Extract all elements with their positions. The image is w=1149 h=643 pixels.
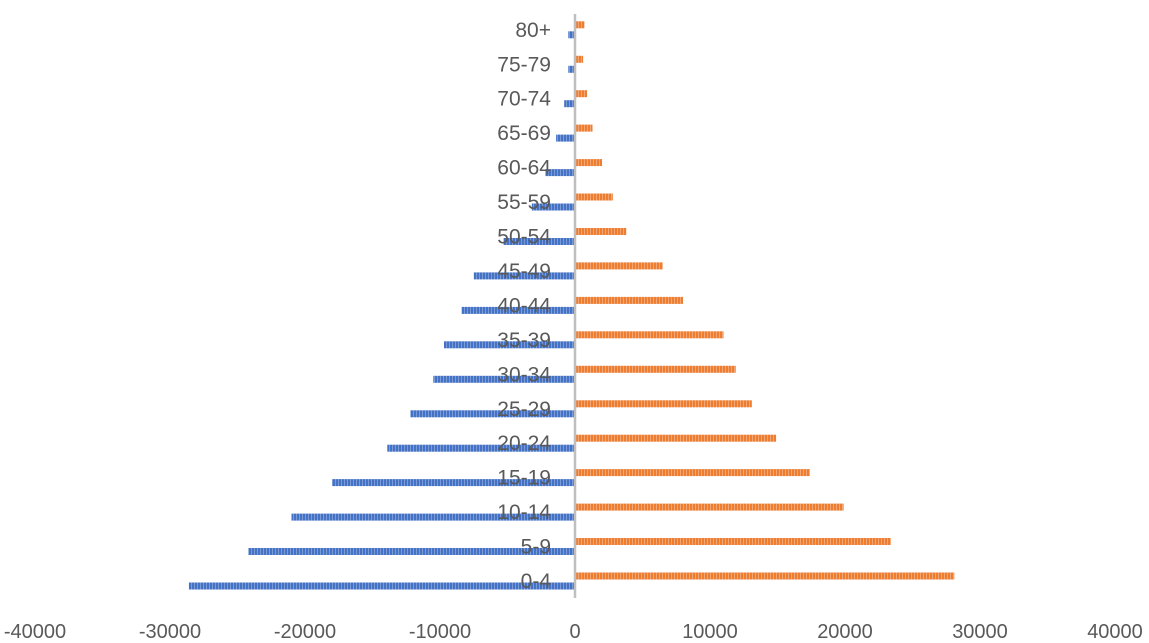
category-label: 30-34: [497, 363, 551, 386]
category-label: 20-24: [497, 432, 551, 455]
bar-series-1-0-4: [188, 582, 575, 590]
category-label: 60-64: [497, 157, 551, 180]
x-tick-label: 40000: [1087, 621, 1143, 643]
bar-series-1-20-24: [387, 444, 575, 452]
bar-series-2-10-14: [575, 503, 844, 511]
bar-series-2-5-9: [575, 538, 891, 545]
bar-series-2-65-69: [575, 124, 593, 132]
category-label: 65-69: [497, 122, 551, 145]
x-tick-label: -40000: [4, 621, 66, 643]
category-label: 0-4: [521, 570, 552, 593]
bar-series-2-70-74: [575, 90, 588, 98]
bar-series-1-5-9: [248, 548, 576, 555]
category-label: 15-19: [497, 467, 551, 490]
category-labels: 0-4 5-9 10-14 15-19 20-24 25-29 30-34 35-39 40-4…: [497, 19, 551, 593]
bar-series-1-45-49: [473, 272, 576, 280]
bar-series-2-50-54: [575, 228, 627, 235]
category-label: 45-49: [497, 260, 551, 283]
x-tick-label: 30000: [952, 621, 1008, 643]
category-label: 5-9: [521, 536, 551, 559]
bar-series-1-15-19: [332, 479, 575, 487]
bar-series-2-25-29: [575, 400, 752, 408]
category-label: 55-59: [497, 191, 551, 214]
bar-series-1-65-69: [556, 134, 575, 142]
category-label: 35-39: [497, 329, 551, 352]
bar-series-2-20-24: [575, 434, 777, 442]
bar-series-2-35-39: [575, 331, 724, 339]
bar-series-1-80+: [568, 31, 576, 39]
bars-layer: [188, 21, 955, 590]
bar-series-1-60-64: [545, 169, 575, 177]
bar-series-2-75-79: [575, 55, 584, 63]
bar-series-2-0-4: [575, 572, 955, 580]
category-label: 25-29: [497, 398, 551, 421]
x-tick-label: 20000: [817, 621, 873, 643]
category-label: 70-74: [497, 88, 551, 111]
category-label: 10-14: [497, 501, 551, 524]
x-tick-label: 0: [569, 621, 580, 643]
x-tick-label: 10000: [682, 621, 738, 643]
bar-series-1-25-29: [410, 410, 575, 418]
category-label: 75-79: [497, 53, 551, 76]
bar-series-1-70-74: [564, 100, 575, 108]
bar-series-2-55-59: [575, 193, 613, 201]
bar-series-1-55-59: [531, 203, 575, 211]
bar-series-1-30-34: [433, 375, 576, 383]
bar-series-1-50-54: [503, 238, 575, 245]
x-tick-label: -20000: [274, 621, 336, 643]
category-label: 50-54: [497, 226, 551, 249]
bar-series-1-75-79: [568, 65, 576, 73]
bar-series-2-60-64: [575, 159, 602, 167]
bar-series-2-30-34: [575, 365, 736, 373]
bar-series-2-45-49: [575, 262, 663, 270]
bar-series-1-10-14: [291, 513, 575, 521]
bar-series-2-40-44: [575, 296, 683, 304]
x-axis-tick-labels: -40000 -30000 -20000 -10000 0 10000 20000 30000…: [4, 621, 1143, 643]
bar-series-2-15-19: [575, 469, 810, 477]
bar-series-2-80+: [575, 21, 585, 29]
category-label: 80+: [515, 19, 551, 42]
bar-series-1-35-39: [444, 341, 575, 349]
x-tick-label: -10000: [409, 621, 471, 643]
bar-series-1-40-44: [461, 306, 575, 314]
x-tick-label: -30000: [139, 621, 201, 643]
category-label: 40-44: [497, 294, 551, 317]
